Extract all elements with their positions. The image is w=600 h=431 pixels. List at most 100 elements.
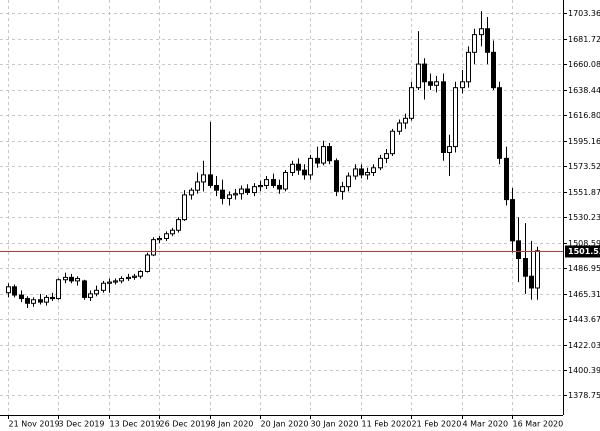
x-tick-label: 3 Dec 2019 [59,420,105,429]
candle-body [529,275,534,289]
candle-body [491,51,496,89]
candle-body [227,194,232,199]
candle-body [434,81,439,86]
candle-body [69,276,74,282]
candle-body [252,186,257,194]
current-price-box [565,245,600,258]
candle-body [290,163,295,174]
candle-body [44,296,49,303]
candle-body [466,51,471,83]
y-tick-label: 1508.59 [568,239,600,248]
candle-body [233,193,238,196]
candle-body [453,87,458,148]
candle-body [321,146,326,164]
candle-body [107,281,112,284]
candle-body [378,157,383,169]
candle-body [6,286,11,294]
y-tick-label: 1443.67 [568,315,600,324]
x-tick-label: 4 Mar 2020 [463,420,509,429]
y-tick-label: 1530.23 [568,213,600,222]
y-tick-label: 1703.36 [568,9,600,18]
x-tick-label: 16 Mar 2020 [513,420,564,429]
candle-body [138,270,143,277]
candle-body [12,286,17,296]
candle-body [371,167,376,174]
candle-body [264,179,269,186]
candle-body [31,299,36,304]
x-tick-label: 8 Jan 2020 [211,420,254,429]
candle-body [195,181,200,191]
y-tick-label: 1465.31 [568,290,600,299]
candle-body [308,157,313,176]
y-tick-label: 1638.44 [568,86,600,95]
candle-body [479,28,484,36]
candle-body [422,63,427,83]
candle-body [88,293,93,298]
candle-body [258,184,263,188]
y-tick-label: 1378.75 [568,391,600,400]
candle-body [516,240,521,260]
candle-body [50,296,55,300]
y-tick-label: 1681.72 [568,35,600,44]
candle-body [485,28,490,53]
candle-body [75,278,80,282]
candle-body [397,122,402,132]
x-tick-label: 21 Nov 2019 [9,420,60,429]
candle-body [82,280,87,298]
candle-body [170,229,175,235]
candle-body [497,87,502,159]
candle-body [208,174,213,186]
candle-body [428,81,433,86]
candle-body [334,160,339,192]
x-tick-label: 30 Jan 2020 [311,420,359,429]
candle-body [416,63,421,89]
candle-body [132,275,137,278]
y-tick-label: 1595.16 [568,137,600,146]
candle-body [38,299,43,303]
candle-body [245,188,250,194]
candle-body [63,276,68,281]
y-tick-label: 1660.08 [568,60,600,69]
candle-body [403,117,408,124]
y-tick-label: 1422.03 [568,341,600,350]
candle-body [346,175,351,188]
current-price-label: 1501.53 [568,247,600,256]
candle-body [384,153,389,159]
candle-body [460,81,465,89]
candle-body [340,186,345,192]
candle-body [151,239,156,256]
candle-body [302,169,307,176]
candle-body [283,172,288,190]
candle-body [327,146,332,162]
candle-body [447,146,452,153]
candle-body [220,189,225,199]
candle-body [25,298,30,304]
y-tick-label: 1486.95 [568,264,600,273]
candle-body [535,250,540,289]
candle-body [119,278,124,282]
candle-body [365,172,370,176]
candle-body [271,179,276,186]
candle-body [315,157,320,164]
candle-body [441,81,446,153]
x-tick-label: 20 Jan 2020 [261,420,309,429]
candle-body [239,188,244,195]
candle-body [94,289,99,295]
candle-body [504,157,509,201]
y-tick-label: 1551.87 [568,188,600,197]
candle-body [126,276,131,280]
candle-body [296,163,301,171]
candle-body [101,282,106,291]
candle-body [277,184,282,190]
y-tick-label: 1400.39 [568,366,600,375]
candle-body [472,34,477,53]
candle-body [19,294,24,300]
candle-body [409,87,414,119]
candle-body [359,168,364,176]
candle-body [390,130,395,155]
x-tick-label: 11 Feb 2020 [362,420,412,429]
candle-body [214,184,219,191]
candle-body [56,279,61,300]
